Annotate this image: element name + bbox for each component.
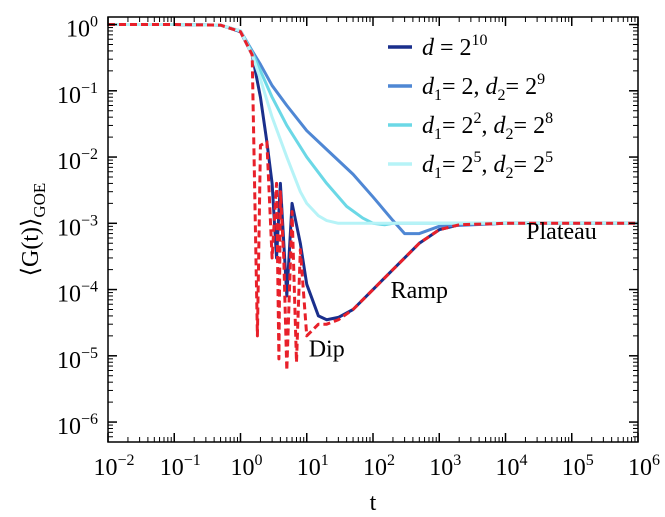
legend-label-2: d1= 22, d2= 28 [422,110,553,143]
legend-label-3: d1= 25, d2= 25 [422,149,553,182]
series-layer [108,23,638,372]
legend: d = 210 d1= 2, d2= 29 d1= 22, d2= 28 d1= 25… [388,32,553,182]
annotation-dip: Dip [309,336,345,362]
y-tick-label: 10−3 [57,212,98,241]
annotation-ramp: Ramp [391,278,448,304]
annotation-plateau: Plateau [526,219,597,245]
x-tick-label: 100 [231,452,263,481]
y-tick-label: 10−2 [57,146,98,175]
x-tick-label: 105 [562,452,594,481]
x-axis-title: t [370,490,377,516]
legend-label-0: d = 210 [422,32,488,61]
ticks-layer [107,17,639,443]
y-tick-label: 10−4 [57,279,98,308]
x-tick-label: 101 [297,452,329,481]
x-tick-label: 103 [429,452,461,481]
legend-label-1: d1= 2, d2= 29 [422,71,545,104]
y-tick-label: 10−5 [57,345,98,374]
x-tick-label: 10−1 [160,452,201,481]
x-tick-label: 10−2 [93,452,134,481]
y-tick-label: 100 [66,14,98,43]
annot-layer: Dip Ramp Plateau [309,219,597,362]
x-tick-label: 104 [496,452,528,481]
y-tick-label: 10−1 [57,80,98,109]
x-tick-label: 106 [628,452,660,481]
y-axis-title-text: ⟨G(t)⟩GOE [18,183,49,277]
x-tick-label: 102 [363,452,395,481]
y-axis-title: ⟨G(t)⟩GOE [18,183,49,277]
series-line-4 [108,23,638,372]
y-tick-label: 10−6 [57,411,98,440]
labels-layer: 10−2 10−1 100 101 102 103 104 105 106 100 10−1 10−2… [57,14,660,481]
